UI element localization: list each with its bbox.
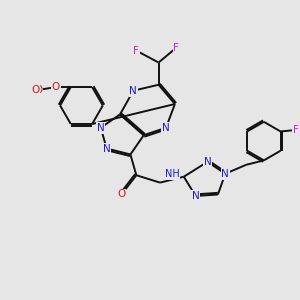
Text: NH: NH bbox=[164, 169, 179, 179]
Text: F: F bbox=[173, 43, 179, 53]
Text: N: N bbox=[221, 169, 229, 179]
Text: N: N bbox=[130, 86, 137, 96]
Text: N: N bbox=[103, 143, 111, 154]
Text: O: O bbox=[34, 85, 42, 95]
Text: O: O bbox=[31, 85, 39, 95]
Text: O: O bbox=[117, 190, 126, 200]
Text: F: F bbox=[293, 125, 299, 135]
Text: N: N bbox=[162, 123, 170, 133]
Text: N: N bbox=[97, 123, 105, 133]
Text: F: F bbox=[134, 46, 139, 56]
Text: N: N bbox=[204, 157, 212, 167]
Text: O: O bbox=[52, 82, 60, 92]
Text: N: N bbox=[192, 191, 200, 201]
